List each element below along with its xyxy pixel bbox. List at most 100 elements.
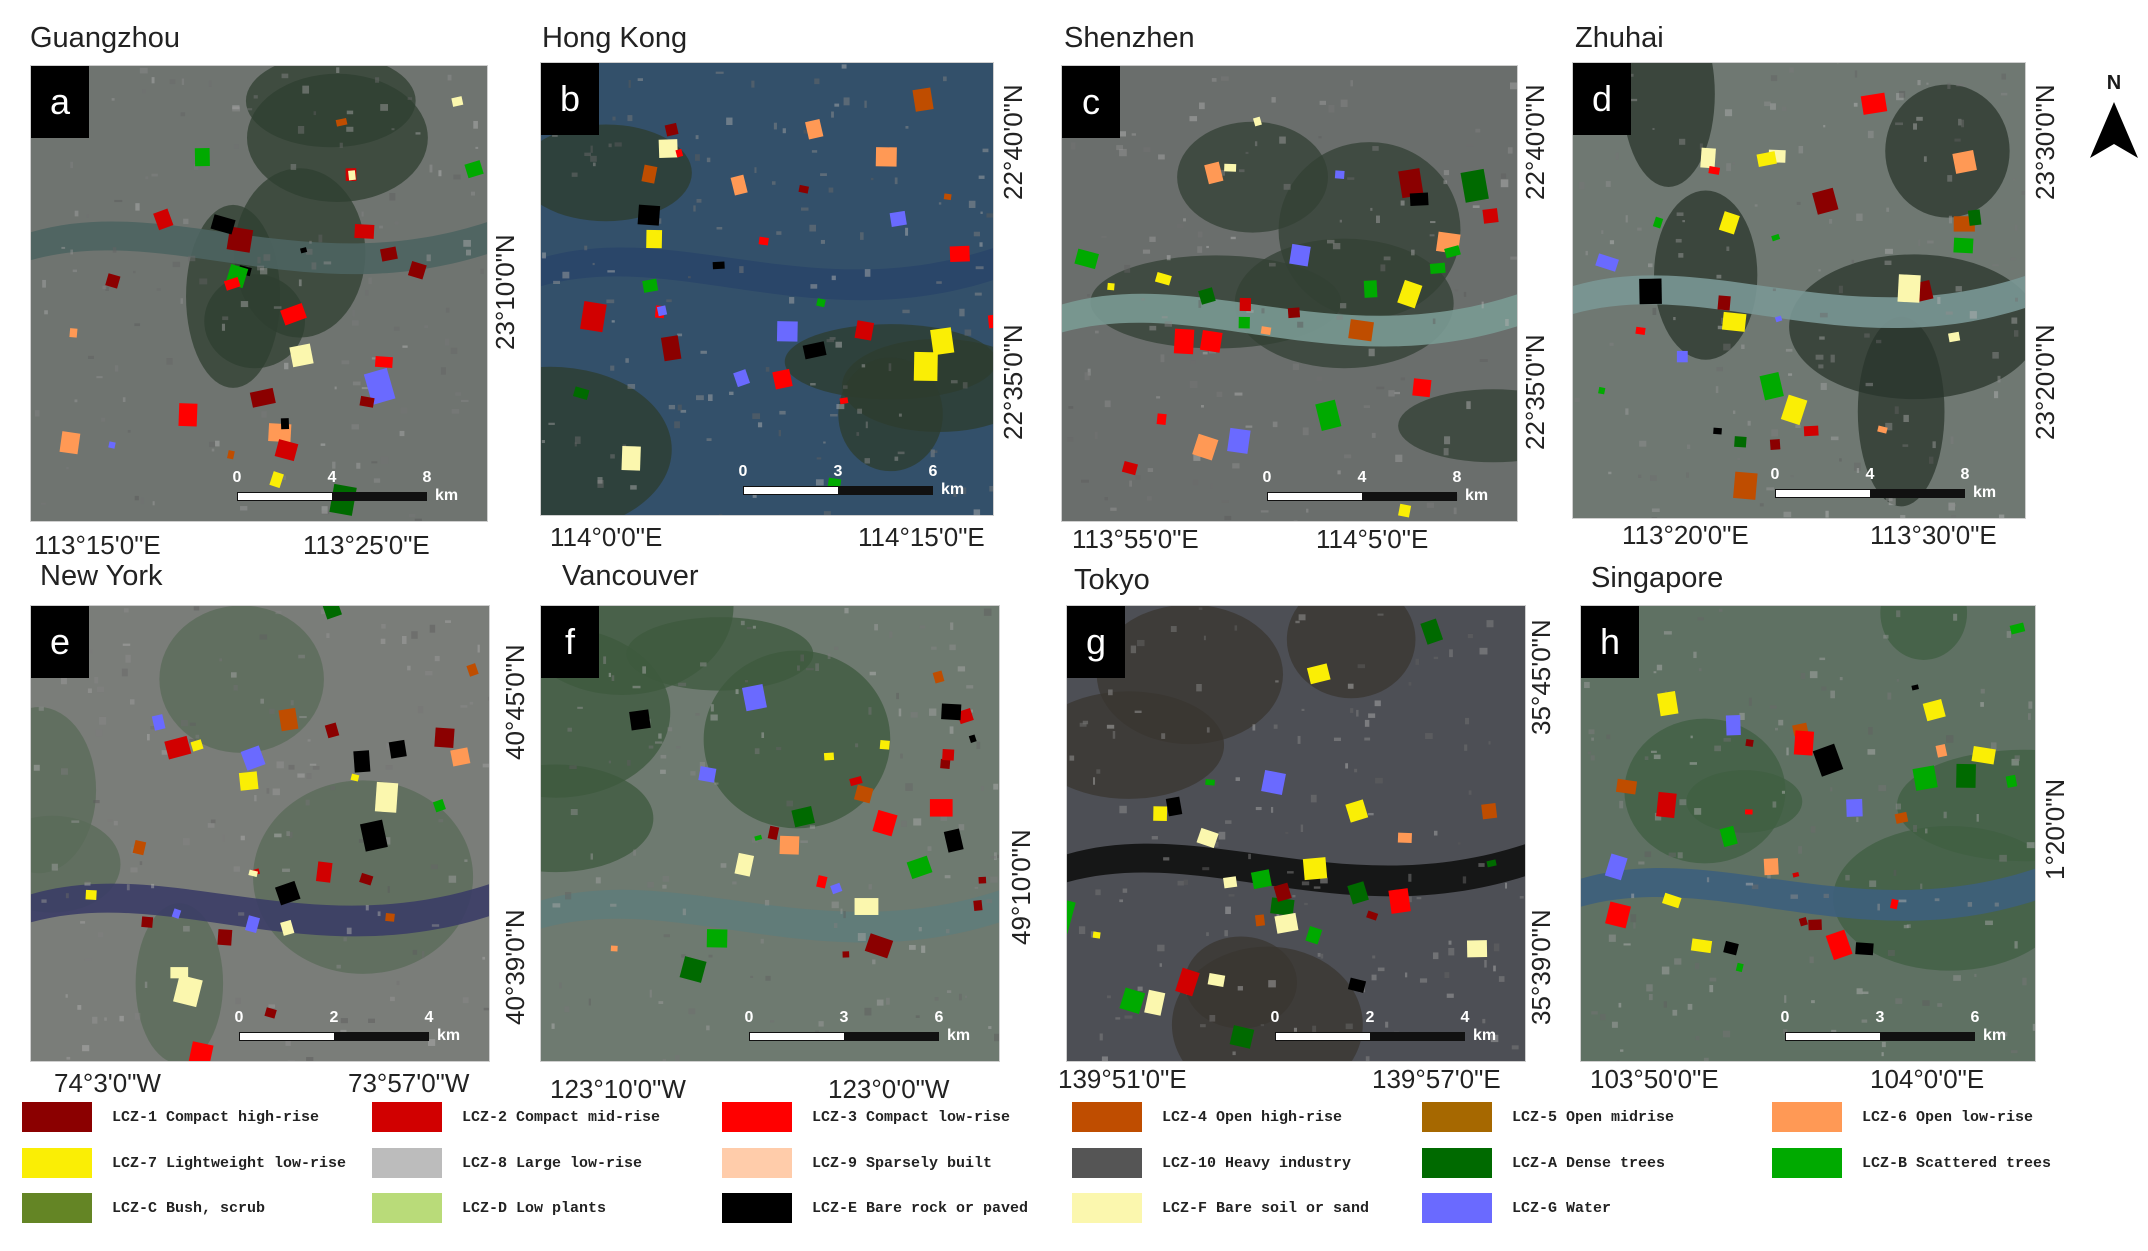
lcz-sample-patch [973, 900, 983, 912]
urban-texture [1475, 128, 1481, 133]
urban-texture [399, 430, 405, 437]
urban-texture [334, 386, 337, 390]
urban-texture [339, 142, 343, 148]
legend-label: LCZ-3 Compact low-rise [812, 1108, 1011, 1126]
lcz-sample-patch [1274, 912, 1299, 934]
urban-texture [811, 150, 818, 153]
urban-texture [1372, 955, 1376, 959]
urban-texture [1578, 181, 1585, 190]
urban-texture [861, 364, 866, 368]
urban-texture [761, 732, 765, 738]
lcz-sample-patch [249, 387, 276, 408]
urban-texture [1992, 351, 1999, 359]
map-panel-guangzhou[interactable]: a 0 4 8 km [30, 65, 488, 522]
map-panel-shenzhen[interactable]: c 0 4 8 km [1061, 65, 1518, 522]
urban-texture [240, 506, 248, 511]
urban-texture [129, 699, 135, 705]
urban-texture [1135, 474, 1141, 480]
urban-texture [889, 631, 893, 638]
urban-texture [1425, 733, 1433, 740]
urban-texture [1448, 947, 1455, 956]
urban-texture [1772, 801, 1777, 808]
urban-texture [1141, 298, 1145, 301]
urban-texture [1709, 985, 1714, 993]
urban-texture [720, 863, 727, 868]
panel-letter: e [31, 606, 89, 678]
urban-texture [980, 211, 983, 214]
urban-texture [336, 67, 340, 74]
urban-texture [820, 239, 825, 244]
urban-texture [2010, 257, 2017, 261]
urban-texture [1143, 147, 1151, 153]
urban-texture [806, 668, 814, 671]
lcz-sample-patch [816, 875, 828, 889]
lat-label: 49°10'0"N [1006, 829, 1036, 945]
urban-texture [306, 773, 312, 779]
scale-bar-segment [1362, 493, 1456, 500]
urban-texture [482, 763, 489, 768]
urban-texture [1446, 993, 1454, 998]
urban-texture [1433, 830, 1438, 836]
city-title-shenzhen: Shenzhen [1064, 22, 1195, 54]
urban-texture [938, 202, 942, 205]
lcz-sample-patch [1803, 425, 1819, 437]
legend-swatch [22, 1102, 92, 1132]
lcz-sample-patch [1956, 763, 1976, 788]
map-panel-vancouver[interactable]: f 0 3 6 km [540, 605, 1000, 1062]
map-panel-hong-kong[interactable]: b 0 3 6 km [540, 62, 994, 516]
lcz-sample-patch [854, 898, 879, 915]
lon-label: 103°50'0"E [1590, 1064, 1719, 1094]
urban-texture [40, 502, 46, 505]
urban-texture [377, 911, 381, 917]
urban-texture [114, 365, 119, 372]
lon-label: 74°3'0"W [54, 1068, 161, 1098]
urban-texture [1609, 240, 1615, 245]
urban-texture [577, 706, 583, 709]
urban-texture [595, 877, 601, 884]
urban-texture [1854, 70, 1858, 78]
urban-texture [803, 129, 809, 134]
urban-texture [1328, 104, 1335, 113]
urban-texture [1408, 682, 1412, 686]
satellite-imagery [31, 66, 487, 521]
urban-texture [1302, 427, 1309, 436]
lcz-sample-patch [1165, 796, 1183, 817]
urban-texture [2021, 191, 2025, 195]
lcz-sample-patch [1207, 973, 1226, 988]
urban-texture [269, 708, 275, 714]
vegetation-area [1398, 389, 1517, 463]
urban-texture [1112, 730, 1116, 739]
urban-texture [945, 929, 950, 934]
map-panel-singapore[interactable]: h 0 3 6 km [1580, 605, 2036, 1062]
urban-texture [1980, 688, 1985, 694]
urban-texture [1717, 325, 1726, 330]
urban-texture [542, 252, 546, 259]
urban-texture [660, 769, 666, 774]
urban-texture [311, 262, 317, 270]
urban-texture [1885, 422, 1893, 431]
urban-texture [552, 903, 561, 908]
urban-texture [238, 912, 245, 916]
urban-texture [1678, 253, 1684, 258]
urban-texture [662, 884, 667, 889]
map-panel-tokyo[interactable]: g 0 2 4 km [1066, 605, 1526, 1062]
urban-texture [1663, 1001, 1667, 1008]
lon-label: 113°55'0"E [1072, 524, 1199, 554]
urban-texture [1287, 871, 1294, 874]
urban-texture [994, 1033, 999, 1042]
urban-texture [949, 644, 956, 651]
urban-texture [1104, 400, 1111, 408]
lcz-sample-patch [1444, 245, 1461, 259]
lcz-sample-patch [754, 834, 763, 841]
map-panel-zhuhai[interactable]: d 0 4 8 km [1572, 62, 2026, 519]
urban-texture [393, 326, 400, 331]
urban-texture [708, 394, 713, 402]
urban-texture [1467, 633, 1473, 639]
urban-texture [1104, 497, 1109, 501]
urban-texture [668, 404, 676, 410]
urban-texture [1364, 737, 1371, 741]
urban-texture [1884, 260, 1892, 266]
urban-texture [1225, 820, 1232, 824]
map-panel-new-york[interactable]: e 0 2 4 km [30, 605, 490, 1062]
urban-texture [1953, 613, 1958, 621]
